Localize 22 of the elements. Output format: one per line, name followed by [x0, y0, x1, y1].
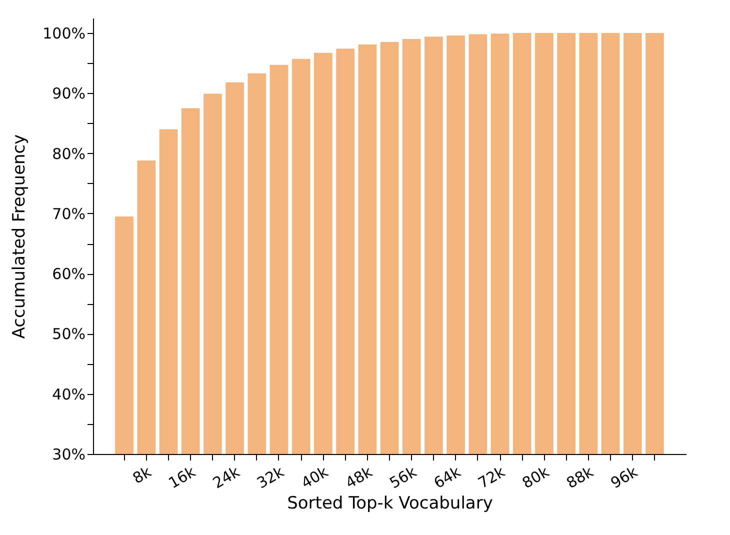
x-tick-label: 64k [430, 462, 464, 492]
x-tick-label: 32k [254, 462, 288, 492]
y-tick-label: 40% [52, 385, 86, 404]
x-tick-label: 24k [210, 462, 244, 492]
x-tick-label: 8k [130, 462, 155, 488]
x-tick-label: 48k [342, 462, 376, 492]
x-tick-label: 16k [166, 462, 199, 492]
y-tick-label: 100% [42, 24, 86, 43]
y-tick-label: 80% [52, 144, 86, 163]
y-tick-label: 70% [52, 204, 86, 223]
x-axis-title: Sorted Top-k Vocabulary [287, 493, 493, 514]
y-tick-label: 90% [52, 84, 86, 103]
x-tick-label: 56k [386, 462, 420, 492]
x-tick-label: 80k [519, 462, 552, 492]
y-tick-label: 60% [52, 265, 86, 284]
x-tick-label: 88k [563, 462, 597, 492]
x-tick-label: 72k [474, 462, 508, 492]
y-axis-title: Accumulated Frequency [10, 134, 30, 339]
x-tick-label: 40k [298, 462, 332, 492]
y-tick-label: 30% [52, 446, 86, 464]
x-tick-label: 96k [608, 462, 641, 492]
y-tick-label: 50% [52, 325, 86, 344]
